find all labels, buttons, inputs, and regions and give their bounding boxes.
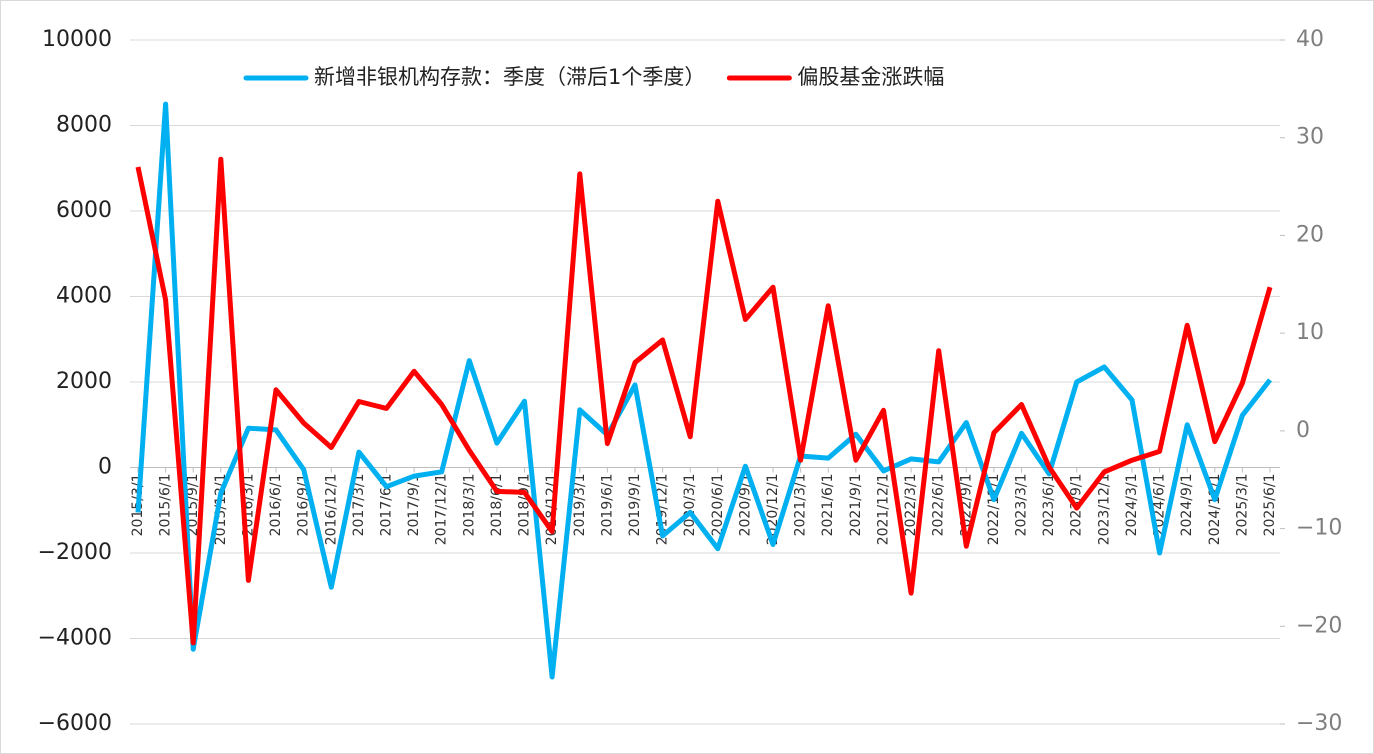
x-tick-label: 2015/6/1 (158, 474, 174, 537)
x-tick-label: 2017/6/1 (378, 474, 394, 537)
y2-tick-label: 10 (1296, 320, 1324, 345)
x-tick-label: 2022/6/1 (931, 474, 947, 537)
y-tick-label: 8000 (56, 113, 112, 138)
y2-tick-label: −20 (1296, 613, 1342, 638)
legend-label: 偏股基金涨跌幅 (797, 65, 944, 89)
series-line (135, 156, 1273, 646)
y2-tick-label: 20 (1296, 222, 1324, 247)
x-tick-label: 2021/12/1 (875, 474, 891, 546)
y2-tick-label: 30 (1296, 125, 1324, 150)
x-tick-label: 2017/3/1 (351, 474, 367, 537)
x-tick-label: 2022/3/1 (903, 474, 919, 537)
legend-label: 新增非银机构存款：季度（滞后1个季度） (314, 65, 705, 89)
y2-tick-label: 40 (1296, 27, 1324, 52)
x-tick-label: 2023/6/1 (1041, 474, 1057, 537)
x-tick-label: 2018/3/1 (461, 474, 477, 537)
x-tick-label: 2020/9/1 (737, 474, 753, 537)
y-tick-label: −2000 (38, 540, 112, 565)
x-tick-label: 2024/3/1 (1124, 474, 1140, 537)
x-tick-label: 2020/6/1 (710, 474, 726, 537)
x-tick-label: 2023/3/1 (1014, 474, 1030, 537)
y2-tick-label: −10 (1296, 516, 1342, 541)
x-tick-label: 2025/6/1 (1262, 474, 1278, 537)
x-tick-label: 2019/9/1 (627, 474, 643, 537)
x-tick-label: 2021/6/1 (820, 474, 836, 537)
x-tick-label: 2019/3/1 (572, 474, 588, 537)
y2-tick-label: 0 (1296, 418, 1310, 443)
x-tick-label: 2025/3/1 (1234, 474, 1250, 537)
x-tick-label: 2021/3/1 (793, 474, 809, 537)
x-tick-label: 2016/12/1 (323, 474, 339, 546)
y-tick-label: 6000 (56, 198, 112, 223)
series-line (135, 101, 1272, 680)
x-tick-label: 2021/9/1 (848, 474, 864, 537)
x-tick-label: 2019/6/1 (599, 474, 615, 537)
x-tick-label: 2015/9/1 (185, 474, 201, 537)
x-tick-label: 2016/6/1 (268, 474, 284, 537)
x-tick-label: 2020/3/1 (682, 474, 698, 537)
x-tick-label: 2018/9/1 (517, 474, 533, 537)
y2-tick-label: −30 (1296, 711, 1342, 736)
y-tick-label: 4000 (56, 284, 112, 309)
x-tick-label: 2023/12/1 (1096, 474, 1112, 546)
y-tick-label: 2000 (56, 369, 112, 394)
x-tick-label: 2024/9/1 (1179, 474, 1195, 537)
x-tick-label: 2017/12/1 (434, 473, 450, 545)
y-tick-label: −4000 (38, 626, 112, 651)
y-tick-label: −6000 (38, 711, 112, 736)
x-tick-label: 2017/9/1 (406, 474, 422, 537)
y-tick-label: 0 (98, 455, 112, 480)
y-tick-label: 10000 (42, 27, 112, 52)
